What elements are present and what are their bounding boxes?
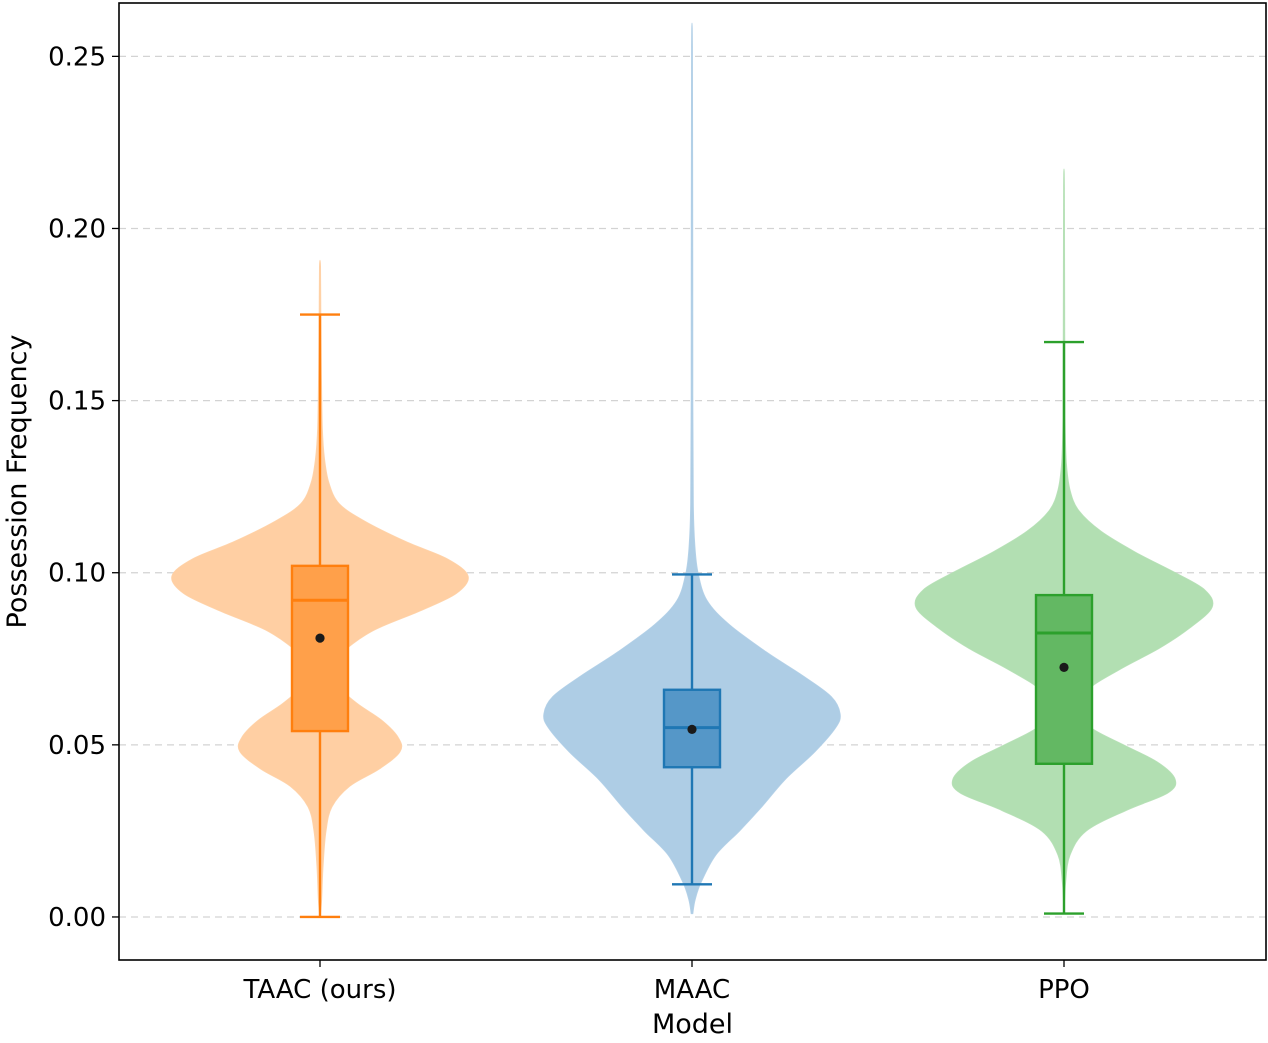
y-tick-label: 0.20 [48, 214, 106, 244]
y-tick-label: 0.05 [48, 731, 106, 761]
x-axis-label: Model [652, 1009, 733, 1040]
y-axis-label: Possession Frequency [2, 335, 33, 629]
mean-point [1059, 663, 1068, 672]
iqr-box [1036, 595, 1092, 764]
mean-point [315, 634, 324, 643]
y-tick-label: 0.15 [48, 387, 106, 417]
y-tick-label: 0.25 [48, 42, 106, 72]
x-tick-label: MAAC [654, 975, 730, 1005]
axis-ticks: 0.00 0.05 0.10 0.15 0.20 0.25 TAAC (ours) MAAC P… [48, 42, 1090, 1005]
y-tick-label: 0.10 [48, 559, 106, 589]
x-tick-label: PPO [1038, 975, 1090, 1005]
mean-point [687, 725, 696, 734]
x-tick-label: TAAC (ours) [242, 975, 396, 1005]
boxplot [292, 315, 348, 917]
violin-chart: 0.00 0.05 0.10 0.15 0.20 0.25 TAAC (ours) MAAC P… [0, 0, 1268, 1043]
iqr-box [292, 566, 348, 731]
y-tick-label: 0.00 [48, 903, 106, 933]
